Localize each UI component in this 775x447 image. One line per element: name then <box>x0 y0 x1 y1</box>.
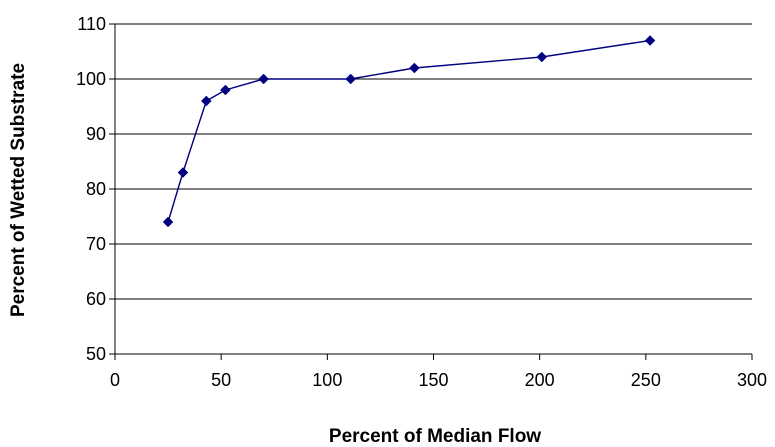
data-point-marker <box>536 51 548 63</box>
y-axis-title: Percent of Wetted Substrate <box>8 63 29 317</box>
y-tick-label: 70 <box>86 234 106 254</box>
y-tick-label: 80 <box>86 179 106 199</box>
data-point-marker <box>162 216 174 228</box>
y-tick-label: 100 <box>76 69 106 89</box>
y-tick-label: 50 <box>86 344 106 364</box>
data-point-marker <box>258 73 269 85</box>
data-point-marker <box>200 95 212 107</box>
gridlines <box>115 23 752 300</box>
y-tick-label: 60 <box>86 289 106 309</box>
x-tick-label: 0 <box>110 370 120 390</box>
x-tick-label: 250 <box>631 370 661 390</box>
data-point-marker <box>177 167 189 178</box>
data-point-marker <box>409 62 420 74</box>
x-tick-label: 300 <box>737 370 767 390</box>
x-tick-label: 100 <box>312 370 342 390</box>
x-tick-label: 200 <box>525 370 555 390</box>
data-point-marker <box>220 84 231 96</box>
data-point-marker <box>644 35 656 46</box>
data-point-marker <box>345 73 357 85</box>
x-axis-title: Percent of Median Flow <box>329 426 541 447</box>
axes <box>109 23 753 360</box>
series-line <box>167 39 651 223</box>
x-tick-label: 150 <box>418 370 448 390</box>
y-tick-label: 110 <box>77 14 106 34</box>
x-tick-label: 50 <box>211 370 231 390</box>
data-series <box>162 35 656 228</box>
y-tick-label: 90 <box>86 124 106 144</box>
